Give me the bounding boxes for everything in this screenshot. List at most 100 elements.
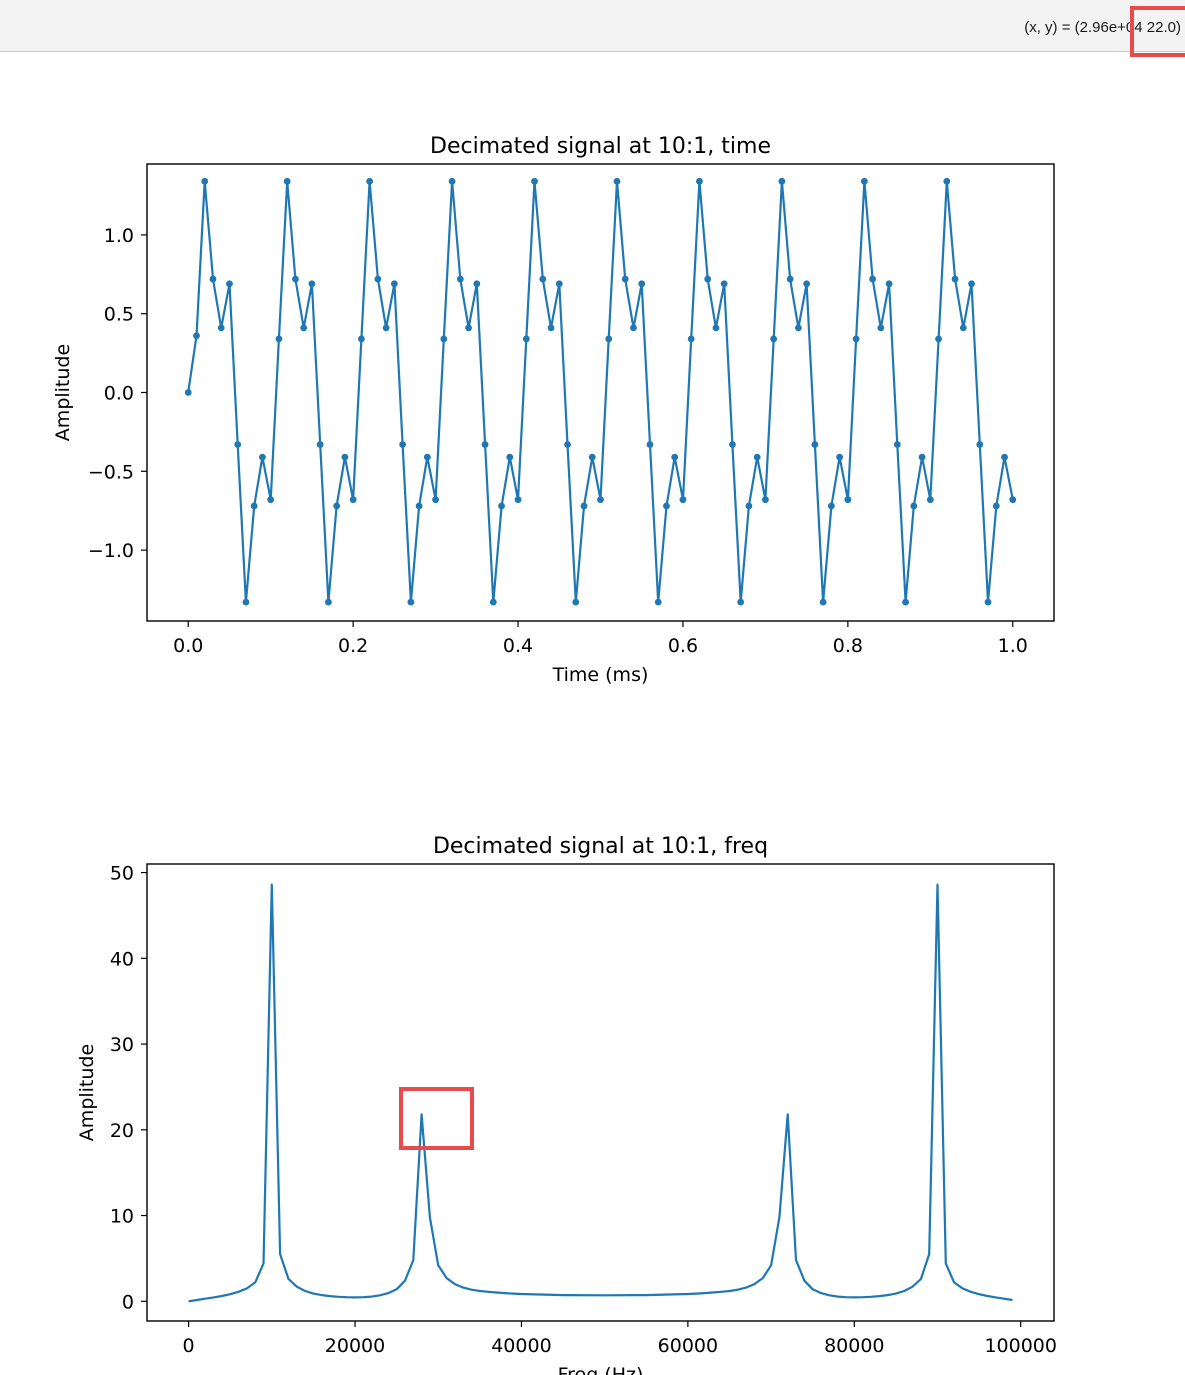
chart1-data-point (325, 598, 332, 606)
chart1-data-point (456, 275, 464, 283)
chart1-data-point (597, 496, 604, 504)
chart1-data-point (778, 177, 786, 185)
chart1-data-point (275, 335, 283, 343)
chart1-data-point (506, 453, 514, 461)
chart1-data-point (572, 598, 580, 606)
chart1-data-point (201, 177, 209, 185)
chart1-data-point (885, 280, 893, 288)
chart1-data-point (316, 441, 324, 448)
chart1-data-point (423, 453, 431, 461)
chart1-data-point (687, 335, 695, 343)
chart1-data-point (184, 389, 192, 396)
chart1-data-point (390, 280, 398, 288)
highlight-box-coord-value (1130, 6, 1185, 57)
chart1-x-tick-label: 0.6 (668, 635, 698, 657)
chart1-data-point (663, 502, 670, 510)
chart2-axes-frame (146, 863, 1055, 1322)
chart1-y-tick-label: −0.5 (88, 461, 134, 483)
chart1-data-point (959, 324, 967, 332)
chart1-data-point (440, 335, 448, 343)
chart1-data-point (349, 496, 357, 504)
chart1-data-point (654, 598, 662, 606)
chart1-data-point (209, 275, 217, 283)
coord-prefix: (x, y) = (2.96e+04 (1024, 19, 1143, 36)
chart1-data-point (992, 502, 1000, 510)
chart1-x-tick-label: 0.4 (503, 635, 533, 657)
chart1-data-point (712, 324, 720, 332)
chart1-y-tick-label: 0.0 (104, 383, 134, 405)
chart1-data-point (811, 441, 819, 448)
chart1-data-point (357, 335, 365, 343)
chart1-data-point (1009, 496, 1017, 504)
chart1-data-point (968, 280, 975, 288)
chart1-x-tick-label: 0.0 (173, 635, 203, 657)
chart1-data-point (621, 275, 629, 283)
chart2-x-tick-label: 80000 (824, 1335, 884, 1357)
chart1-data-point (259, 453, 266, 461)
chart1-data-point (580, 502, 588, 510)
chart2-y-tick-label: 30 (110, 1034, 134, 1056)
chart1-data-point (877, 324, 885, 332)
chart1-data-point (737, 598, 745, 606)
chart1-data-point (448, 177, 456, 185)
chart1-data-point (976, 441, 984, 448)
chart1-data-point (852, 335, 860, 343)
chart1-data-point (193, 332, 200, 340)
chart1-data-point (292, 275, 299, 283)
chart1-data-point (720, 280, 728, 288)
chart1-title: Decimated signal at 10:1, time (430, 134, 771, 159)
chart1-data-point (827, 502, 835, 510)
chart1-data-point (630, 324, 637, 332)
chart2-y-tick-label: 50 (110, 863, 134, 885)
chart1-data-point (217, 324, 225, 332)
chart1-data-point (498, 502, 505, 510)
chart1-data-point (514, 496, 522, 504)
chart1-data-point (786, 275, 794, 283)
chart2-x-tick-label: 100000 (984, 1335, 1057, 1357)
chart1-data-point (935, 335, 942, 343)
chart1-data-point (473, 280, 481, 288)
chart1-data-point (333, 502, 341, 510)
chart1-y-axis-label: Amplitude (52, 344, 74, 441)
navigation-toolbar: (x, y) = (2.96e+04 22.0) (0, 0, 1185, 52)
cursor-coordinate-readout: (x, y) = (2.96e+04 22.0) (1024, 19, 1181, 36)
chart1-data-point (893, 441, 901, 448)
chart1-data-point (819, 598, 827, 606)
chart1-data-point (613, 177, 621, 185)
chart1-data-point (283, 177, 291, 185)
chart1-data-point (860, 177, 868, 185)
chart1-y-tick-label: 1.0 (104, 225, 134, 247)
chart1-series-line (187, 180, 1014, 604)
chart1-data-point (638, 280, 646, 288)
chart1-data-point (481, 441, 489, 448)
chart1-data-point (926, 496, 934, 504)
chart1-data-point (951, 275, 959, 283)
chart2-y-axis-label: Amplitude (76, 1044, 98, 1141)
chart1-data-point (341, 453, 349, 461)
chart1-data-point (910, 502, 918, 510)
chart1-data-point (226, 280, 233, 288)
chart1-data-point (374, 275, 382, 283)
chart2-x-tick-label: 60000 (658, 1335, 718, 1357)
chart2-x-axis-label: Freq (Hz) (558, 1364, 644, 1375)
chart1-data-point (415, 502, 423, 510)
chart1-data-point (465, 324, 472, 332)
chart1-x-axis-label: Time (ms) (552, 664, 649, 686)
highlight-box-peak (399, 1087, 474, 1150)
chart1-data-point (836, 453, 844, 461)
chart1-data-point (555, 280, 563, 288)
chart1-data-point (1001, 453, 1008, 461)
chart1-data-point (234, 441, 242, 448)
chart1-data-point (267, 496, 275, 504)
chart1-group: 0.0 0.2 0.4 0.6 0.8 1.0 −1.0 −0.5 0.0 0.5 1.0 Decim… (52, 134, 1055, 686)
chart1-data-point (984, 598, 992, 606)
chart1-data-point (531, 177, 538, 185)
chart1-axes-frame (146, 163, 1055, 622)
chart1-data-point (943, 177, 951, 185)
chart1-data-point (762, 496, 769, 504)
chart2-group: 0 20000 40000 60000 80000 100000 0 10 20 30 40 50 De… (76, 834, 1057, 1375)
chart1-y-tick-label: 0.5 (104, 304, 134, 326)
chart1-data-point (432, 496, 439, 504)
chart1-data-point (745, 502, 753, 510)
